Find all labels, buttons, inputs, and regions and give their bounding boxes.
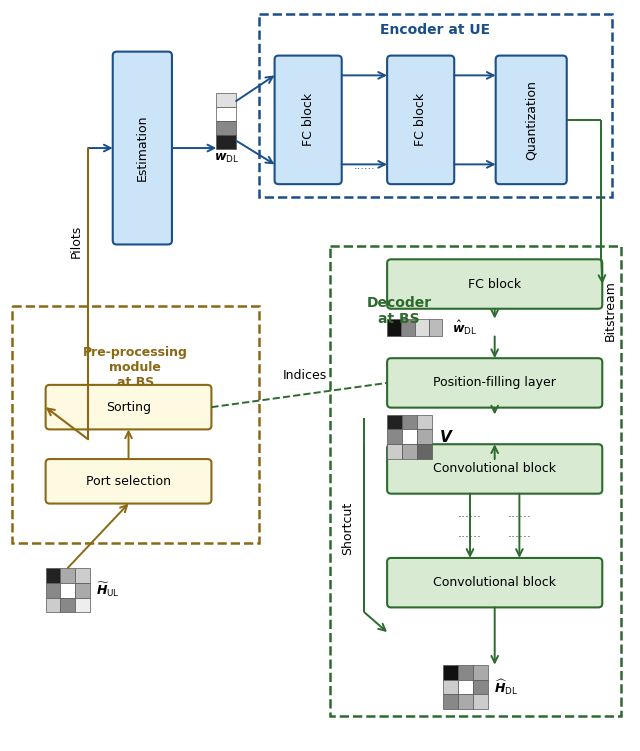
Text: Estimation: Estimation [136, 115, 149, 181]
Text: Decoder
at BS: Decoder at BS [366, 296, 431, 326]
FancyBboxPatch shape [496, 56, 567, 184]
Bar [216, 134, 236, 149]
Text: ......: ...... [353, 161, 375, 171]
FancyBboxPatch shape [387, 358, 602, 408]
FancyBboxPatch shape [387, 56, 454, 184]
Bar [387, 415, 402, 430]
Bar [417, 430, 431, 445]
Text: ......: ...... [458, 508, 482, 520]
FancyBboxPatch shape [275, 56, 342, 184]
Bar [444, 665, 458, 680]
Text: $\boldsymbol{w}_{\mathrm{DL}}$: $\boldsymbol{w}_{\mathrm{DL}}$ [214, 152, 239, 165]
Text: $\boldsymbol{V}$: $\boldsymbol{V}$ [440, 429, 454, 445]
Text: Pre-processing
module
at BS: Pre-processing module at BS [83, 345, 188, 388]
Text: ......: ...... [508, 508, 531, 520]
Bar [458, 695, 473, 709]
Bar [60, 568, 76, 583]
Bar [12, 306, 259, 543]
Text: Sorting: Sorting [106, 400, 151, 414]
Bar [415, 318, 429, 336]
Bar [216, 107, 236, 121]
Text: Position-filling layer: Position-filling layer [433, 376, 556, 390]
Bar [401, 318, 415, 336]
Bar [402, 430, 417, 445]
Text: $\widetilde{\boldsymbol{H}}_{\mathrm{UL}}$: $\widetilde{\boldsymbol{H}}_{\mathrm{UL}… [96, 581, 120, 599]
FancyBboxPatch shape [387, 259, 602, 309]
Text: Bitstream: Bitstream [604, 280, 617, 341]
Text: Convolutional block: Convolutional block [433, 576, 556, 590]
Bar [45, 598, 60, 612]
Text: ......: ...... [508, 527, 531, 540]
Bar [60, 598, 76, 612]
Text: Quantization: Quantization [525, 80, 538, 160]
Bar [429, 318, 442, 336]
FancyBboxPatch shape [45, 459, 211, 504]
Bar [458, 665, 473, 680]
Text: ......: ...... [353, 68, 375, 78]
FancyBboxPatch shape [113, 52, 172, 245]
Bar [76, 583, 90, 598]
Bar [473, 680, 488, 695]
Bar [60, 583, 76, 598]
Text: FC block: FC block [301, 93, 315, 146]
Text: FC block: FC block [414, 93, 427, 146]
Text: $\hat{\boldsymbol{w}}_{\mathrm{DL}}$: $\hat{\boldsymbol{w}}_{\mathrm{DL}}$ [452, 318, 477, 336]
Bar [330, 246, 621, 716]
Bar [444, 695, 458, 709]
Bar [76, 598, 90, 612]
Bar [387, 445, 402, 459]
Bar [387, 430, 402, 445]
Text: Port selection: Port selection [86, 475, 171, 488]
Text: Convolutional block: Convolutional block [433, 463, 556, 475]
Bar [76, 568, 90, 583]
Bar [45, 583, 60, 598]
Bar [417, 415, 431, 430]
Bar [402, 415, 417, 430]
Bar [45, 568, 60, 583]
Bar [402, 445, 417, 459]
Bar [458, 680, 473, 695]
Bar [444, 680, 458, 695]
FancyBboxPatch shape [387, 558, 602, 608]
Bar [417, 445, 431, 459]
FancyBboxPatch shape [387, 445, 602, 493]
Text: $\widehat{\boldsymbol{H}}_{\mathrm{DL}}$: $\widehat{\boldsymbol{H}}_{\mathrm{DL}}$ [493, 677, 518, 697]
Bar [473, 665, 488, 680]
Text: FC block: FC block [468, 278, 521, 291]
Bar [387, 318, 401, 336]
Text: ......: ...... [458, 527, 482, 540]
Text: Shortcut: Shortcut [341, 502, 354, 555]
Bar [216, 121, 236, 134]
Bar [216, 93, 236, 107]
Bar [259, 14, 612, 197]
FancyBboxPatch shape [45, 385, 211, 430]
Text: Encoder at UE: Encoder at UE [380, 23, 490, 37]
Text: Indices: Indices [283, 369, 327, 382]
Bar [473, 695, 488, 709]
Text: Pilots: Pilots [70, 225, 83, 258]
